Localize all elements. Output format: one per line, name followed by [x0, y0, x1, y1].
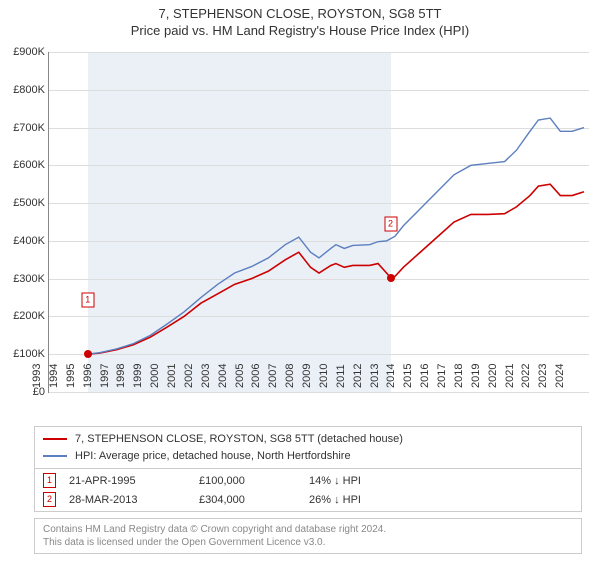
title-main: 7, STEPHENSON CLOSE, ROYSTON, SG8 5TT [0, 6, 600, 21]
legend: 7, STEPHENSON CLOSE, ROYSTON, SG8 5TT (d… [34, 426, 582, 469]
legend-swatch [43, 438, 67, 440]
footer-attribution: Contains HM Land Registry data © Crown c… [34, 518, 582, 554]
legend-label: HPI: Average price, detached house, Nort… [75, 448, 351, 465]
legend-label: 7, STEPHENSON CLOSE, ROYSTON, SG8 5TT (d… [75, 431, 403, 448]
y-tick-label: £300K [13, 273, 49, 285]
trans-date: 28-MAR-2013 [69, 494, 199, 506]
footer-line2: This data is licensed under the Open Gov… [43, 536, 573, 549]
title-sub: Price paid vs. HM Land Registry's House … [0, 23, 600, 38]
y-tick-label: £100K [13, 348, 49, 360]
footer-line1: Contains HM Land Registry data © Crown c… [43, 523, 573, 536]
y-tick-label: £900K [13, 46, 49, 58]
marker-label-2: 2 [384, 216, 397, 231]
gridline [49, 392, 589, 393]
y-tick-label: £700K [13, 122, 49, 134]
x-tick-label: 1993 [31, 364, 43, 392]
chart-svg [49, 52, 589, 392]
trans-delta: 14% ↓ HPI [309, 475, 573, 487]
marker-label-1: 1 [81, 293, 94, 308]
marker-dot-1 [84, 350, 92, 358]
series-hpi [88, 118, 584, 354]
series-price_paid [88, 184, 584, 354]
legend-row: HPI: Average price, detached house, Nort… [43, 448, 573, 465]
y-tick-label: £600K [13, 159, 49, 171]
y-tick-label: £500K [13, 197, 49, 209]
legend-row: 7, STEPHENSON CLOSE, ROYSTON, SG8 5TT (d… [43, 431, 573, 448]
legend-swatch [43, 455, 67, 457]
trans-price: £304,000 [199, 494, 309, 506]
trans-delta: 26% ↓ HPI [309, 494, 573, 506]
transaction-table: 1 21-APR-1995£100,00014% ↓ HPI 2 28-MAR-201… [34, 468, 582, 512]
marker-dot-2 [387, 274, 395, 282]
trans-date: 21-APR-1995 [69, 475, 199, 487]
y-tick-label: £200K [13, 310, 49, 322]
y-tick-label: £400K [13, 235, 49, 247]
trans-marker: 2 [43, 492, 56, 507]
trans-marker: 1 [43, 473, 56, 488]
trans-price: £100,000 [199, 475, 309, 487]
y-tick-label: £800K [13, 84, 49, 96]
chart-canvas: £0£100K£200K£300K£400K£500K£600K£700K£80… [48, 52, 589, 393]
